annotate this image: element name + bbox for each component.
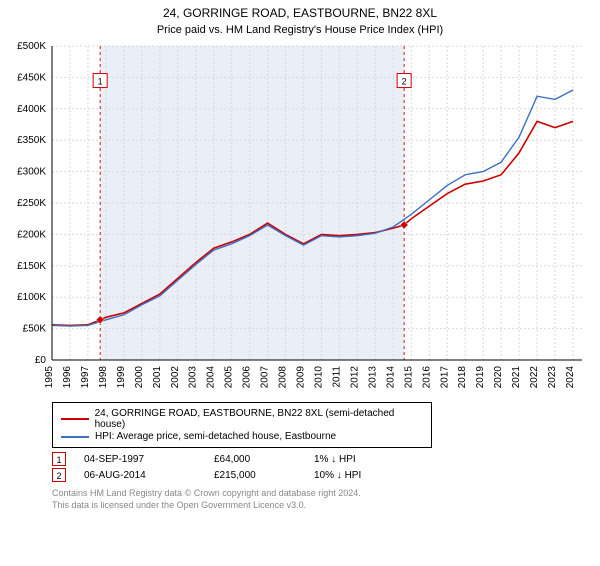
sale-row-date: 04-SEP-1997 <box>84 454 214 465</box>
x-tick-label: 2024 <box>565 366 576 389</box>
y-tick-label: £500K <box>17 41 46 52</box>
legend-row-1: HPI: Average price, semi-detached house,… <box>61 431 423 442</box>
x-tick-label: 2016 <box>421 366 432 389</box>
y-tick-label: £150K <box>17 261 46 272</box>
x-tick-label: 2017 <box>439 366 450 389</box>
attrib-line-2: This data is licensed under the Open Gov… <box>52 500 582 512</box>
legend-label: 24, GORRINGE ROAD, EASTBOURNE, BN22 8XL … <box>95 408 423 430</box>
sale-badge-num: 2 <box>402 77 407 87</box>
x-tick-label: 2011 <box>331 366 342 388</box>
x-tick-label: 2009 <box>296 366 307 389</box>
attrib-line-1: Contains HM Land Registry data © Crown c… <box>52 488 582 500</box>
sale-row-vs-hpi: 10% ↓ HPI <box>314 470 414 481</box>
legend-swatch <box>61 436 89 438</box>
x-tick-label: 2013 <box>367 366 378 389</box>
sale-row-badge: 2 <box>52 468 66 482</box>
chart-titles: 24, GORRINGE ROAD, EASTBOURNE, BN22 8XL … <box>0 6 600 36</box>
y-tick-label: £50K <box>23 324 47 335</box>
chart-title: 24, GORRINGE ROAD, EASTBOURNE, BN22 8XL <box>0 6 600 20</box>
x-tick-label: 1998 <box>98 366 109 389</box>
y-tick-label: £300K <box>17 167 46 178</box>
x-tick-label: 2012 <box>349 366 360 389</box>
price-chart: £0 £50K £100K £150K £200K £250K £300K £350K £400… <box>0 40 600 400</box>
sale-row-vs-hpi: 1% ↓ HPI <box>314 454 414 465</box>
legend-label: HPI: Average price, semi-detached house,… <box>95 431 336 442</box>
x-tick-label: 2018 <box>457 366 468 389</box>
x-tick-label: 2010 <box>313 366 324 389</box>
x-tick-label: 1996 <box>62 366 73 389</box>
x-tick-label: 1999 <box>116 366 127 389</box>
x-tick-label: 2022 <box>529 366 540 389</box>
x-tick-label: 2004 <box>206 366 217 389</box>
sale-row-0: 1 04-SEP-1997£64,0001% ↓ HPI <box>52 452 582 466</box>
x-tick-label: 2006 <box>242 366 253 389</box>
y-tick-label: £450K <box>17 72 46 83</box>
y-tick-label: £0 <box>35 355 47 366</box>
sale-row-date: 06-AUG-2014 <box>84 470 214 481</box>
x-tick-label: 2008 <box>278 366 289 389</box>
x-tick-label: 2001 <box>152 366 163 389</box>
chart-subtitle: Price paid vs. HM Land Registry's House … <box>0 24 600 36</box>
legend-swatch <box>61 418 89 420</box>
x-tick-label: 2014 <box>385 366 396 389</box>
sale-row-price: £64,000 <box>214 454 314 465</box>
chart-svg: £0 £50K £100K £150K £200K £250K £300K £350K £400… <box>0 40 600 400</box>
x-tick-label: 2007 <box>260 366 271 389</box>
y-tick-label: £350K <box>17 135 46 146</box>
x-tick-label: 2021 <box>511 366 522 389</box>
x-tick-label: 2015 <box>403 366 414 389</box>
sales-table: 1 04-SEP-1997£64,0001% ↓ HPI 2 06-AUG-2014£… <box>52 452 582 482</box>
sale-row-badge: 1 <box>52 452 66 466</box>
x-tick-label: 2020 <box>493 366 504 389</box>
x-tick-label: 1997 <box>80 366 91 389</box>
sale-badge-num: 1 <box>98 77 103 87</box>
x-tick-label: 1995 <box>44 366 55 389</box>
y-tick-label: £200K <box>17 229 46 240</box>
y-tick-label: £100K <box>17 292 46 303</box>
x-tick-label: 2005 <box>224 366 235 389</box>
x-tick-label: 2003 <box>188 366 199 389</box>
legend-row-0: 24, GORRINGE ROAD, EASTBOURNE, BN22 8XL … <box>61 408 423 430</box>
y-tick-label: £400K <box>17 104 46 115</box>
x-tick-label: 2000 <box>134 366 145 389</box>
x-tick-label: 2023 <box>547 366 558 389</box>
x-tick-label: 2019 <box>475 366 486 389</box>
attribution: Contains HM Land Registry data © Crown c… <box>52 488 582 511</box>
legend-box: 24, GORRINGE ROAD, EASTBOURNE, BN22 8XL … <box>52 402 432 448</box>
y-tick-label: £250K <box>17 198 46 209</box>
sale-row-price: £215,000 <box>214 470 314 481</box>
x-tick-label: 2002 <box>170 366 181 389</box>
sale-row-1: 2 06-AUG-2014£215,00010% ↓ HPI <box>52 468 582 482</box>
